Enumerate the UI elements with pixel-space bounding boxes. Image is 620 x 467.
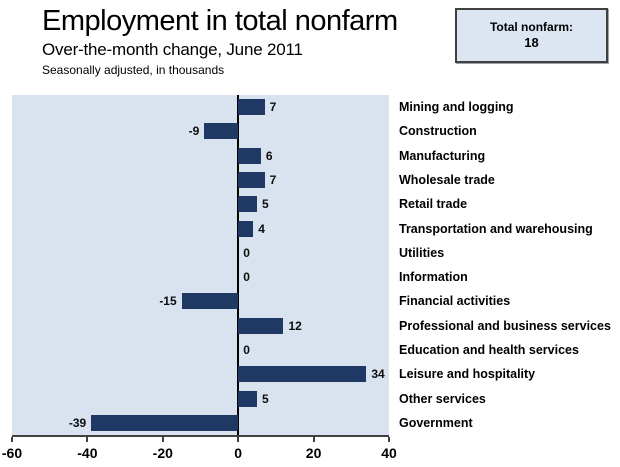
x-axis-tick-label: -40: [77, 445, 98, 461]
value-label-row: 7: [12, 95, 389, 119]
chart-note: Seasonally adjusted, in thousands: [42, 63, 225, 78]
x-axis-tick: [86, 437, 89, 442]
value-label-row: 5: [12, 192, 389, 216]
bar: [204, 123, 239, 140]
value-label: 6: [265, 148, 273, 163]
value-label: 12: [288, 318, 302, 333]
bar: [238, 196, 258, 213]
category-label: Other services: [399, 391, 486, 406]
value-label: 34: [371, 367, 385, 382]
total-nonfarm-value: 18: [524, 35, 539, 51]
value-label-row: 5: [12, 386, 389, 410]
category-label: Professional and business services: [399, 318, 611, 333]
category-label: Wholesale trade: [399, 172, 495, 187]
category-labels-column: Mining and logging Construction Manufactur…: [399, 95, 620, 435]
value-label: 0: [243, 342, 250, 357]
total-nonfarm-label: Total nonfarm:: [489, 19, 574, 34]
value-label-row: 6: [12, 144, 389, 168]
value-label-row: 0: [12, 338, 389, 362]
value-label: 5: [262, 391, 269, 406]
value-label-row: 7: [12, 168, 389, 192]
x-axis-tick: [388, 437, 390, 442]
chart-subtitle: Over-the-month change, June 2011: [42, 40, 303, 60]
bar: [181, 293, 239, 310]
value-label-row: 0: [12, 265, 389, 289]
x-axis-tick: [237, 437, 240, 442]
category-label: Utilities: [399, 245, 445, 260]
category-label: Government: [399, 415, 473, 430]
x-axis-tick-label: 20: [305, 445, 322, 461]
total-nonfarm-box: Total nonfarm: 18: [455, 8, 608, 63]
x-axis-tick-label: -60: [1, 445, 23, 461]
category-label: Financial activities: [399, 294, 511, 309]
value-label: 4: [258, 221, 265, 236]
bar: [91, 414, 239, 431]
value-label: 5: [262, 197, 269, 212]
value-label: -15: [159, 294, 177, 309]
x-axis-tick: [312, 437, 315, 442]
bar: [238, 220, 254, 237]
bar-chart: 7 -9 6 7 5 4 0 0 -15 12 0 34 5 -39 Mining and logging…: [0, 95, 620, 467]
value-label: -39: [68, 415, 87, 430]
bar: [238, 172, 265, 188]
value-label-row: 0: [12, 241, 389, 265]
value-label-row: 12: [12, 314, 389, 338]
bar: [238, 390, 258, 407]
category-label: Mining and logging: [399, 100, 514, 115]
chart-title: Employment in total nonfarm: [42, 5, 398, 37]
value-label: 7: [269, 100, 277, 115]
bar: [238, 99, 265, 116]
bar: [238, 147, 261, 164]
category-label: Manufacturing: [399, 148, 486, 163]
category-label: Construction: [399, 124, 477, 139]
x-axis-tick: [161, 437, 164, 442]
x-axis-tick: [11, 437, 13, 442]
header: Employment in total nonfarm Over-the-mon…: [0, 0, 620, 95]
value-label: -9: [188, 124, 200, 139]
value-label: 7: [269, 172, 277, 187]
category-label: Education and health services: [399, 342, 579, 357]
x-axis-tick-label: -20: [152, 445, 173, 461]
category-label: Transportation and warehousing: [399, 221, 593, 236]
x-axis-tick-label: 0: [234, 445, 243, 461]
bar: [238, 317, 284, 334]
plot-area: 7 -9 6 7 5 4 0 0 -15 12 0 34 5 -39: [12, 95, 389, 435]
bar: [238, 366, 367, 383]
title-block: Employment in total nonfarm Over-the-mon…: [42, 5, 398, 77]
value-label: 0: [243, 270, 250, 285]
x-axis: -60 -40 -20 0 20 40: [2, 435, 397, 465]
category-label: Information: [399, 270, 468, 285]
value-label-row: 4: [12, 216, 389, 240]
value-label-row: -9: [12, 119, 389, 143]
zero-axis-line: [237, 95, 240, 435]
value-label: 0: [243, 245, 250, 260]
x-axis-tick-label: 40: [381, 445, 397, 461]
category-label: Leisure and hospitality: [399, 367, 536, 382]
category-label: Retail trade: [399, 197, 468, 212]
